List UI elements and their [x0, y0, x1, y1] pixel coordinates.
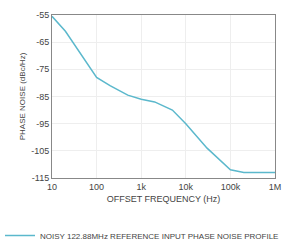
svg-text:-55: -55 [36, 10, 49, 20]
svg-text:-95: -95 [36, 119, 49, 129]
svg-text:10k: 10k [179, 182, 194, 192]
svg-text:100: 100 [89, 182, 104, 192]
svg-text:-105: -105 [31, 146, 49, 156]
svg-text:-65: -65 [36, 37, 49, 47]
svg-text:PHASE NOISE (dBc/Hz): PHASE NOISE (dBc/Hz) [18, 52, 27, 140]
svg-text:-115: -115 [32, 173, 49, 183]
svg-text:1M: 1M [269, 182, 282, 192]
svg-text:-75: -75 [36, 64, 49, 74]
svg-text:-85: -85 [36, 92, 49, 102]
svg-text:OFFSET FREQUENCY (Hz): OFFSET FREQUENCY (Hz) [107, 194, 221, 204]
svg-text:1k: 1k [136, 182, 146, 192]
svg-text:100k: 100k [221, 182, 241, 192]
svg-text:NOISY 122.88MHz REFERENCE INPU: NOISY 122.88MHz REFERENCE INPUT PHASE NO… [40, 232, 278, 241]
svg-text:10: 10 [47, 182, 57, 192]
